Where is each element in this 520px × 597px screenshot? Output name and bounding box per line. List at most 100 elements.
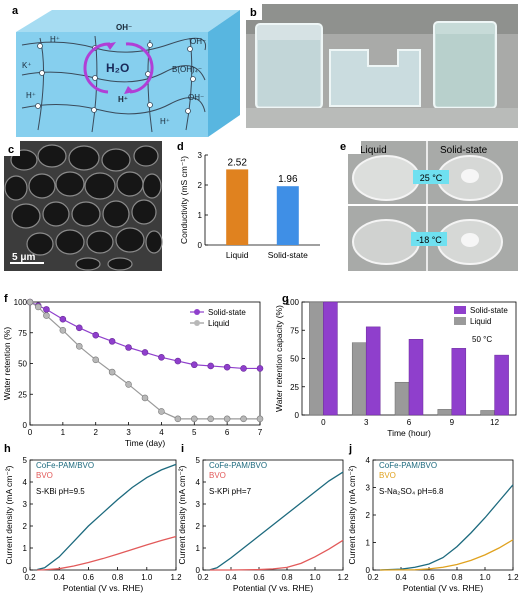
x-tick-label: 3 xyxy=(364,418,369,427)
data-point xyxy=(190,415,198,423)
y-tick-label: 4 xyxy=(366,456,371,465)
oh-label-right: OH⁻ xyxy=(190,37,206,46)
x-tick-label: 6 xyxy=(225,428,230,437)
h-label-bottom-left: H⁺ xyxy=(26,91,36,100)
series-line-cofe-pam-bvo xyxy=(379,484,514,571)
data-point xyxy=(141,394,149,402)
y-axis-label: Current density (mA cm⁻²) xyxy=(347,465,357,564)
x-tick-label: 1.2 xyxy=(337,573,349,582)
photo-floor xyxy=(246,108,518,128)
data-point xyxy=(92,331,100,339)
x-tick-label: 0.8 xyxy=(112,573,124,582)
bar-liquid xyxy=(394,381,410,416)
cycle-arrow-left xyxy=(83,42,111,94)
legend-swatch xyxy=(454,306,466,314)
arrowhead-left-icon xyxy=(106,42,116,50)
bar-liquid xyxy=(480,410,495,416)
gel-solid-25 xyxy=(461,169,479,183)
data-point xyxy=(223,363,231,371)
series-line-solid-state xyxy=(29,301,260,370)
x-tick-label: 12 xyxy=(490,418,499,427)
x-tick-label: 0.2 xyxy=(24,573,36,582)
data-point xyxy=(43,306,50,313)
legend-label: Solid-state xyxy=(208,308,246,317)
y-tick-label: 3 xyxy=(196,500,201,509)
x-tick-label: 1.2 xyxy=(507,573,519,582)
box-front-face xyxy=(16,32,208,137)
panel-label-i: i xyxy=(181,443,184,455)
data-point xyxy=(158,408,165,415)
series-line-cofe-pam-bvo xyxy=(209,471,344,571)
x-tick-label: 6 xyxy=(407,418,412,427)
y-tick-label: 0 xyxy=(198,241,203,250)
y-tick-label: 0 xyxy=(23,566,28,575)
dish-liquid-25 xyxy=(352,155,420,201)
legend-label: CoFe-PAM/BVO xyxy=(36,461,94,470)
x-tick-label: 0.6 xyxy=(253,573,265,582)
x-tick-label: 1.0 xyxy=(141,573,153,582)
panel-e-label-box xyxy=(348,141,361,154)
data-point xyxy=(59,315,67,323)
y-axis-label: Current density (mA cm⁻²) xyxy=(4,465,14,564)
panel-label-c: c xyxy=(8,144,14,156)
x-axis-label: Potential (V vs. RHE) xyxy=(403,583,483,593)
x-tick-label: 0.4 xyxy=(54,573,66,582)
series-line-liquid xyxy=(29,301,260,420)
legend-label: Liquid xyxy=(470,317,491,326)
x-tick-label: 0.2 xyxy=(197,573,209,582)
bar-liquid xyxy=(437,409,453,416)
data-point xyxy=(158,354,165,361)
y-tick-label: 50 xyxy=(290,355,299,364)
x-axis-label: Time (hour) xyxy=(387,428,431,438)
cycle-arrow-right xyxy=(125,42,154,94)
x-tick-label: 2 xyxy=(93,428,98,437)
y-tick-label: 3 xyxy=(23,500,28,509)
x-tick-label: 0 xyxy=(321,418,326,427)
x-tick-label: 9 xyxy=(450,418,455,427)
bar-solid-state xyxy=(276,186,299,245)
panel-f-line-chart: f 0 25 50 75 100 Water retention (%) 0 1 2 3 4 5 6 7 Ti… xyxy=(2,293,264,448)
data-point xyxy=(190,361,198,369)
data-point xyxy=(108,338,116,345)
x-category-label: Liquid xyxy=(226,250,249,260)
legend-marker xyxy=(194,320,200,326)
data-point xyxy=(141,349,149,356)
data-point xyxy=(174,357,182,365)
y-axis-label: Current density (mA cm⁻²) xyxy=(177,465,187,564)
y-tick-label: 5 xyxy=(196,456,201,465)
bar-solid-state xyxy=(451,348,467,416)
panel-label-e: e xyxy=(340,141,346,153)
panel-h-line-chart: h 0 1 2 3 4 5 Current density (mA cm⁻²) 0.2 0.4 0.… xyxy=(4,443,182,593)
bar-value-label: 1.96 xyxy=(278,174,298,185)
bar-solid-state xyxy=(365,326,381,416)
chart-annotation: S-KBi pH=9.5 xyxy=(36,487,85,496)
data-point xyxy=(34,303,42,311)
y-tick-label: 0 xyxy=(295,411,300,420)
bar-solid-state xyxy=(323,301,338,416)
y-tick-label: 25 xyxy=(18,390,27,399)
x-tick-label: 7 xyxy=(258,428,263,437)
x-tick-label: 0.8 xyxy=(281,573,293,582)
legend-swatch xyxy=(454,317,466,325)
legend-label: BVO xyxy=(36,471,53,480)
panel-d-bar-chart: d 0 1 2 3 Conductivity (mS cm⁻¹) 2.52 Liquid 1.9… xyxy=(177,141,320,260)
data-point xyxy=(59,326,67,334)
data-point xyxy=(92,356,100,364)
y-tick-label: 75 xyxy=(18,329,27,338)
y-tick-label: 1 xyxy=(366,539,371,548)
x-tick-label: 1 xyxy=(61,428,66,437)
y-tick-label: 4 xyxy=(196,478,201,487)
h2o-label: H₂O xyxy=(106,61,129,75)
x-tick-label: 0 xyxy=(28,428,33,437)
series-line-cofe-pam-bvo xyxy=(37,463,177,571)
gel-right xyxy=(436,34,494,106)
legend-label: Solid-state xyxy=(470,306,508,315)
y-tick-label: 2 xyxy=(198,181,203,190)
data-point xyxy=(26,298,34,306)
x-tick-label: 1.0 xyxy=(479,573,491,582)
panel-e: 25 °C -18 °C Liquid Solid-state e xyxy=(340,141,518,271)
series-line-bvo xyxy=(37,535,177,571)
solid-state-label: Solid-state xyxy=(440,145,488,156)
